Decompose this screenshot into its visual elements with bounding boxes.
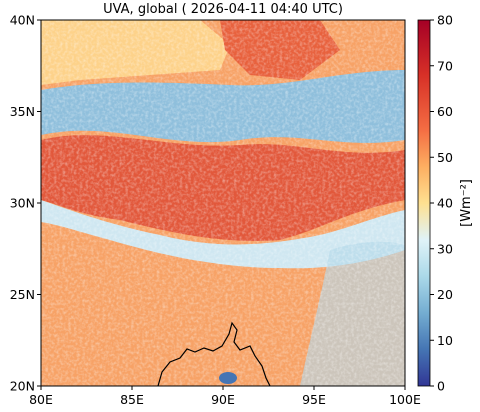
- chart-title: UVA, global ( 2026-04-11 04:40 UTC): [103, 2, 343, 17]
- y-tick-label: 30N: [10, 196, 35, 211]
- colorbar: 0 10 20 30 40 50 60 70 80 [Wm⁻²]: [417, 13, 474, 394]
- colorbar-tick-label: 10: [437, 333, 453, 348]
- colorbar-tick-label: 0: [437, 379, 445, 394]
- colorbar-tick-label: 20: [437, 287, 453, 302]
- cloud-speckle: [41, 20, 405, 386]
- bay-cloud: [219, 372, 237, 384]
- heatmap-field: [41, 20, 405, 386]
- x-tick-label: 90E: [211, 392, 235, 407]
- coastline: [157, 321, 271, 386]
- colorbar-tick-label: 70: [437, 58, 453, 73]
- colorbar-ticks: [430, 19, 434, 387]
- x-axis: 80E 85E 90E 95E 100E: [29, 386, 421, 407]
- x-tick-label: 100E: [389, 392, 421, 407]
- x-tick-label: 95E: [302, 392, 326, 407]
- colorbar-tick-label: 40: [437, 196, 453, 211]
- colorbar-gradient: [417, 19, 431, 387]
- colorbar-tick-label: 30: [437, 241, 453, 256]
- y-axis: 20N 25N 30N 35N 40N: [10, 13, 41, 394]
- colorbar-tick-label: 80: [437, 13, 453, 28]
- y-tick-label: 25N: [10, 287, 35, 302]
- colorbar-tick-label: 60: [437, 104, 453, 119]
- colorbar-tick-label: 50: [437, 150, 453, 165]
- x-tick-label: 85E: [120, 392, 144, 407]
- y-tick-label: 40N: [10, 13, 35, 28]
- colorbar-label: [Wm⁻²]: [459, 179, 474, 227]
- y-tick-label: 20N: [10, 379, 35, 394]
- y-tick-label: 35N: [10, 104, 35, 119]
- x-tick-label: 80E: [29, 392, 53, 407]
